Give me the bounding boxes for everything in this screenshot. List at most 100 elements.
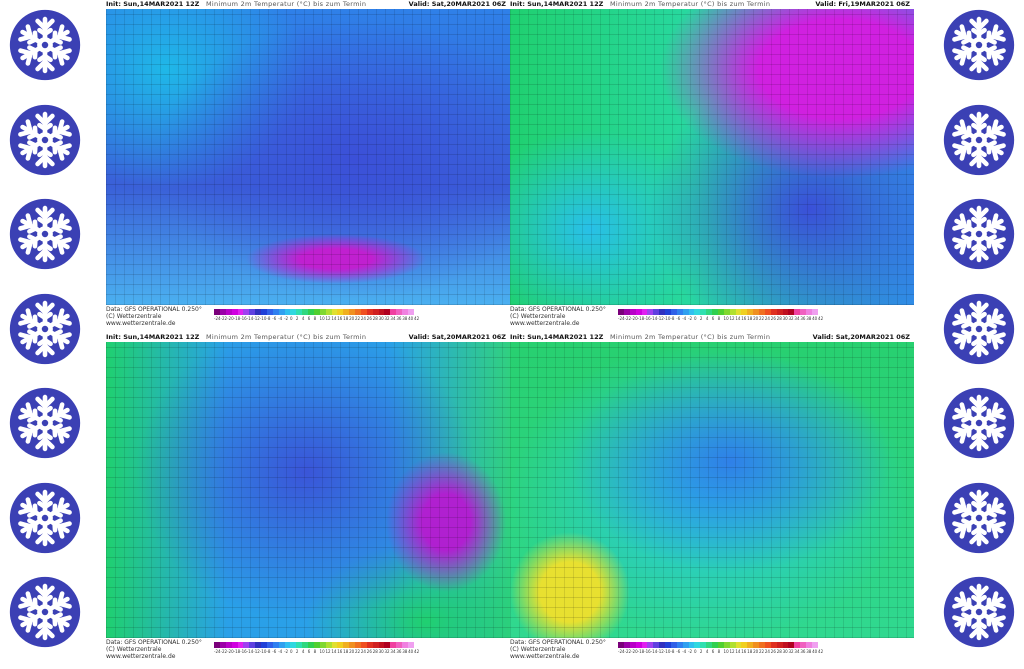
colorbar-label: 24 xyxy=(764,649,770,654)
colorbar-swatch xyxy=(712,642,718,648)
colorbar-label: -20 xyxy=(631,316,638,321)
colorbar-label: 26 xyxy=(366,649,372,654)
colorbar-label: -20 xyxy=(631,649,638,654)
colorbar-label: 16 xyxy=(337,316,343,321)
colorbar-swatch xyxy=(747,309,754,315)
temperature-map xyxy=(106,9,510,305)
snowflake-icon xyxy=(942,103,1016,177)
colorbar-swatch xyxy=(237,309,244,315)
footer-copyright: (C) Wetterzentrale xyxy=(106,646,162,653)
colorbar-label: 0 xyxy=(694,649,697,654)
colorbar-label: 20 xyxy=(349,649,355,654)
colorbar-swatch xyxy=(676,309,683,315)
colorbar-label: 30 xyxy=(378,649,384,654)
colorbar-label: 32 xyxy=(384,649,390,654)
colorbar-label: -22 xyxy=(220,649,228,654)
colorbar-label: 30 xyxy=(782,316,788,321)
snowflake-icon xyxy=(8,481,82,555)
colorbar-swatch xyxy=(665,642,671,648)
colorbar-label: -6 xyxy=(676,649,681,654)
colorbar-label: 14 xyxy=(735,316,741,321)
temperature-map xyxy=(510,9,914,305)
snowflake-icon xyxy=(942,197,1016,271)
colorbar-swatch xyxy=(694,309,701,315)
snowflake-icon xyxy=(942,8,1016,82)
colorbar-swatch xyxy=(266,309,273,315)
colorbar-label: -24 xyxy=(618,316,625,321)
colorbar-swatch xyxy=(776,642,783,648)
colorbar-swatch xyxy=(249,642,256,648)
colorbar-label: -24 xyxy=(214,649,221,654)
snowflake-icon xyxy=(8,103,82,177)
colorbar-swatch xyxy=(629,309,636,315)
panel-header: Init: Sun,14MAR2021 12Z Minimum 2m Temper… xyxy=(510,0,914,9)
colorbar-label: -16 xyxy=(644,649,651,654)
colorbar-label: -10 xyxy=(259,649,267,654)
colorbar-swatch xyxy=(390,309,397,315)
colorbar-swatch xyxy=(308,309,314,315)
colorbar-label: -4 xyxy=(682,649,687,654)
footer-url: www.wetterzentrale.de xyxy=(510,653,580,660)
colorbar-swatch xyxy=(349,642,355,648)
colorbar-label: 26 xyxy=(366,316,372,321)
colorbar-labels: -24 -22 -20 -18 -16 -14 -12 -10 -8 -6 -4 -2 0 2 4 6 8 10 1… xyxy=(214,649,420,655)
colorbar-label: 4 xyxy=(301,316,305,321)
colorbar-label: 14 xyxy=(735,649,741,654)
colorbar-swatch xyxy=(225,309,232,315)
colorbar-swatch xyxy=(688,309,695,315)
colorbar-label: 8 xyxy=(313,649,317,654)
colorbar-label: 40 xyxy=(408,649,414,654)
colorbar-swatch xyxy=(396,642,402,648)
colorbar-swatch xyxy=(700,642,707,648)
colorbar-swatch xyxy=(682,309,689,315)
panel-footer: Data: GFS OPERATIONAL 0.250° (C) Wetterze… xyxy=(106,638,510,666)
colorbar-label: 38 xyxy=(806,649,812,654)
colorbar-swatch xyxy=(266,642,273,648)
colorbar-swatch xyxy=(764,642,771,648)
colorbar-label: -22 xyxy=(624,316,632,321)
colorbar-swatch xyxy=(764,309,771,315)
colorbar-swatch xyxy=(659,642,665,648)
colorbar-label: 42 xyxy=(818,649,824,654)
colorbar-swatch xyxy=(261,642,267,648)
colorbar-swatch xyxy=(747,642,754,648)
colorbar-swatch xyxy=(735,309,742,315)
colorbar-label: 4 xyxy=(301,649,305,654)
panel-header: Init: Sun,14MAR2021 12Z Minimum 2m Temper… xyxy=(106,333,510,342)
colorbar-label: 2 xyxy=(295,649,299,654)
valid-time: Valid: Sat,20MAR2021 06Z xyxy=(408,0,506,8)
colorbar-swatch xyxy=(800,642,806,648)
colorbar-label: -16 xyxy=(644,316,651,321)
colorbar-swatch xyxy=(331,642,338,648)
valid-time: Valid: Fri,19MAR2021 06Z xyxy=(815,0,910,8)
colorbar-label: -2 xyxy=(284,649,289,654)
colorbar-label: 18 xyxy=(343,649,349,654)
colorbar-label: 16 xyxy=(741,316,747,321)
colorbar-label: -22 xyxy=(220,316,228,321)
footer-url: www.wetterzentrale.de xyxy=(106,653,176,660)
colorbar-label: 28 xyxy=(776,316,782,321)
colorbar-label: -4 xyxy=(278,316,283,321)
colorbar-label: -14 xyxy=(650,316,658,321)
colorbar-swatch xyxy=(618,309,624,315)
colorbar-label: 8 xyxy=(313,316,317,321)
colorbar-label: 12 xyxy=(729,649,735,654)
colorbar-label: -14 xyxy=(650,649,658,654)
colorbar-swatch xyxy=(759,642,765,648)
colorbar-swatch xyxy=(753,309,759,315)
colorbar-swatch xyxy=(782,309,789,315)
colorbar-label: -4 xyxy=(682,316,687,321)
colorbar-label: 34 xyxy=(390,316,396,321)
footer-url: www.wetterzentrale.de xyxy=(510,320,580,327)
colorbar-swatch xyxy=(319,309,326,315)
colorbar-swatch xyxy=(811,642,818,648)
colorbar-swatch xyxy=(800,309,806,315)
colorbar-label: -2 xyxy=(688,316,693,321)
colorbar-label: -16 xyxy=(240,649,247,654)
colorbar-swatch xyxy=(308,642,314,648)
colorbar-swatch xyxy=(712,309,718,315)
snowflake-icon xyxy=(8,8,82,82)
colorbar-label: 14 xyxy=(331,649,337,654)
colorbar-swatch xyxy=(319,642,326,648)
colorbar-label: 40 xyxy=(812,316,818,321)
